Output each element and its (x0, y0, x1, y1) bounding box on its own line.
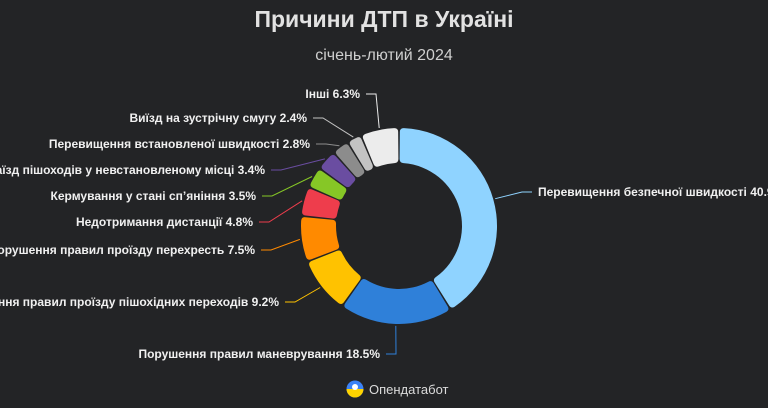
leader-line (386, 325, 397, 355)
brand-name: Опендатабот (369, 381, 449, 397)
slice-label: Порушення правил маневрування 18.5% (138, 347, 380, 361)
donut-slice[interactable] (321, 154, 356, 188)
slice-label: Перевищення встановленої швидкості 2.8% (49, 137, 311, 151)
chart-title: Причини ДТП в Україні (254, 6, 514, 32)
donut-slice[interactable] (344, 279, 449, 324)
slice-label: Недотримання дистанції 4.8% (76, 215, 253, 229)
leader-line (261, 238, 301, 251)
slice-label: Інші 6.3% (305, 87, 360, 101)
leader-line (271, 158, 326, 171)
donut-slice[interactable] (335, 144, 365, 178)
opendatabot-logo-icon (346, 380, 364, 398)
donut-slice[interactable] (302, 189, 340, 219)
donut-slice[interactable] (362, 128, 399, 167)
slice-label: Порушення правил проїзду пішохідних пере… (0, 295, 279, 309)
donut-slice[interactable] (349, 137, 373, 171)
leader-line (366, 93, 380, 129)
leader-line (495, 191, 532, 200)
slice-label: Кермування у стані сп’яніння 3.5% (51, 189, 257, 203)
leader-line (259, 200, 303, 223)
donut-slice[interactable] (399, 128, 498, 308)
chart-subtitle: січень-лютий 2024 (315, 47, 453, 64)
slice-label: Перевищення безпечної швидкості 40.9% (538, 185, 768, 199)
slice-label: Виїзд на зустрічну смугу 2.4% (130, 111, 308, 125)
leader-line (285, 287, 321, 303)
leader-line (316, 143, 340, 147)
brand-watermark: Опендатабот (346, 380, 448, 398)
leader-line (313, 117, 354, 138)
donut-slice[interactable] (309, 250, 361, 305)
donut-slice[interactable] (310, 170, 347, 200)
slice-label: Порушення правил проїзду перехресть 7.5% (0, 243, 255, 257)
donut-slice[interactable] (301, 217, 340, 260)
slice-label: Наїзд пішоходів у невстановленому місці … (0, 163, 265, 177)
leader-line (262, 176, 313, 197)
